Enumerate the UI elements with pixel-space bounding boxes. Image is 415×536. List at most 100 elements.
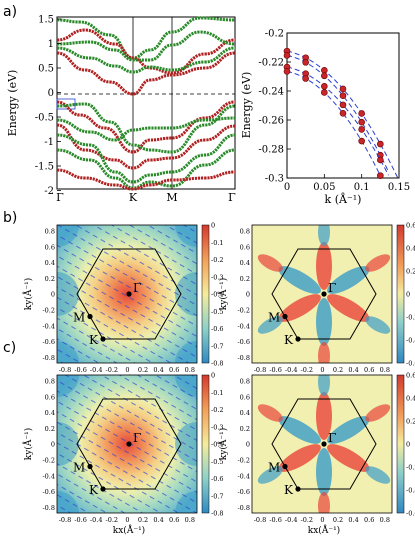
map-x-tick-label: -0.6 (74, 366, 87, 374)
zoom-data-point (321, 89, 328, 96)
zoom-curves (283, 47, 398, 179)
brillouin-zone-hexagon (76, 398, 182, 490)
gamma-point (126, 291, 132, 297)
zoom-data-point (358, 137, 365, 145)
map-x-tick-label: -0.6 (269, 516, 282, 524)
band-line (56, 133, 236, 184)
map-x-tick-label: -0.4 (90, 516, 103, 524)
map-y-tick-label: 0 (246, 441, 250, 449)
map-y-tick-label: -0.4 (237, 322, 250, 330)
map-y-tick-label: -0.6 (237, 488, 250, 496)
zoom-x-tick-label: 0.1 (354, 182, 370, 193)
map-x-tick-label: -0.6 (74, 516, 87, 524)
colorbar-tick-label: 0 (406, 291, 410, 299)
spin-lobe (327, 294, 370, 322)
spin-lobe (278, 444, 321, 472)
zoom-data-point (358, 118, 365, 126)
map-x-tick-label: 0.6 (169, 366, 179, 374)
map-x-tick-label: 0.4 (153, 366, 163, 374)
map-ylabel: ky(Å⁻¹) (22, 278, 34, 310)
map-x-tick-label: 0 (320, 366, 324, 374)
band-y-tick-label: -2 (44, 186, 54, 197)
m-label: M (73, 461, 85, 475)
band-y-tick-label: 1.5 (38, 15, 54, 26)
map-x-tick-label: -0.4 (285, 516, 298, 524)
band-ylabel: Energy (eV) (6, 70, 19, 137)
spin-lobe-outer (257, 404, 283, 422)
spin-lobe-outer (257, 466, 283, 484)
k-point (100, 486, 106, 492)
band-y-tick-label: 0 (48, 88, 54, 99)
band-line (56, 168, 236, 191)
zoom-data-point (339, 101, 347, 109)
band-x-tick-label: Γ (228, 191, 236, 204)
band-y-tick-label: -0.5 (35, 113, 54, 124)
map-y-tick-label: 0.4 (240, 409, 250, 417)
zoom-y-tick-label: -0.24 (258, 87, 284, 98)
zoom-y-tick-label: -0.2 (265, 29, 284, 40)
gamma-point (126, 441, 132, 447)
k-point (295, 486, 301, 492)
zoom-data-point (321, 82, 328, 90)
map-x-tick-label: -0.8 (254, 366, 267, 374)
map-y-tick-label: -0.6 (42, 488, 55, 496)
map-x-tick-label: -0.2 (301, 516, 314, 524)
zoom-x-tick-label: 0.15 (388, 182, 410, 193)
zoom-plot-frame (286, 32, 400, 179)
colorbar-tick-label: -0.8 (211, 360, 224, 368)
map-x-tick-label: 0.4 (348, 516, 358, 524)
m-label: M (73, 311, 85, 325)
zoom-x-tick-label: 0 (284, 182, 290, 193)
colorbar-tick-label: -0.6 (406, 510, 415, 518)
map-xlabel: kx(Å⁻¹) (113, 524, 145, 536)
band-lines (56, 16, 236, 191)
m-point (282, 463, 288, 470)
map-y-tick-label: -0.4 (42, 472, 55, 480)
map-x-tick-label: 0.6 (364, 366, 374, 374)
spin-lobe (278, 416, 321, 444)
map-y-tick-label: -0.2 (42, 307, 55, 315)
map-x-tick-label: 0 (125, 516, 129, 524)
map-x-tick-label: -0.2 (106, 366, 119, 374)
colorbar-tick-label: -0.6 (406, 360, 415, 368)
spin-lobe-outer (257, 316, 283, 334)
spin-lobe-outer (365, 316, 391, 334)
map-y-tick-label: -0.2 (237, 457, 250, 465)
band-line (56, 46, 236, 74)
k-label: K (284, 333, 294, 347)
map-x-tick-label: 0.2 (138, 516, 148, 524)
colorbar-tick-label: -0.2 (211, 406, 224, 414)
colorbar-tick-label: 0.4 (406, 395, 415, 403)
colorbar-tick-label: 0.6 (406, 372, 415, 380)
band-x-tick-label: M (166, 191, 177, 204)
map-x-tick-label: -0.8 (254, 516, 267, 524)
colorbar-tick-label: 0 (211, 372, 215, 380)
map-x-tick-label: -0.8 (59, 366, 72, 374)
m-point (87, 313, 93, 320)
zoom-data-point (321, 72, 328, 80)
zoom-fit-curve (286, 55, 389, 172)
colorbar (201, 374, 210, 514)
gamma-point (321, 441, 327, 447)
band-x-tick-label: Γ (56, 191, 64, 204)
map-y-tick-label: 0.8 (240, 228, 250, 236)
band-line (56, 102, 236, 154)
colorbar-tick-label: -0.4 (406, 337, 415, 345)
map-frame (56, 374, 198, 514)
spin-lobe-outer (257, 254, 283, 272)
band-line (56, 16, 236, 60)
band-y-tick-label: -1.5 (35, 162, 54, 173)
map-x-tick-label: -0.8 (59, 516, 72, 524)
zoom-x-tick-label: 0.05 (313, 182, 335, 193)
map-y-tick-label: 0.8 (240, 378, 250, 386)
panel-label-a: a) (3, 4, 17, 20)
colorbar-tick-label: -0.2 (211, 256, 224, 264)
band-line (56, 123, 236, 170)
zoom-fit-curve (286, 66, 389, 176)
map-y-tick-label: -0.8 (237, 354, 250, 362)
spin-lobe (316, 242, 332, 290)
spin-lobe (327, 266, 370, 294)
map-y-tick-label: 0.6 (45, 243, 55, 251)
band-line (56, 51, 236, 96)
map-y-tick-label: -0.4 (237, 472, 250, 480)
